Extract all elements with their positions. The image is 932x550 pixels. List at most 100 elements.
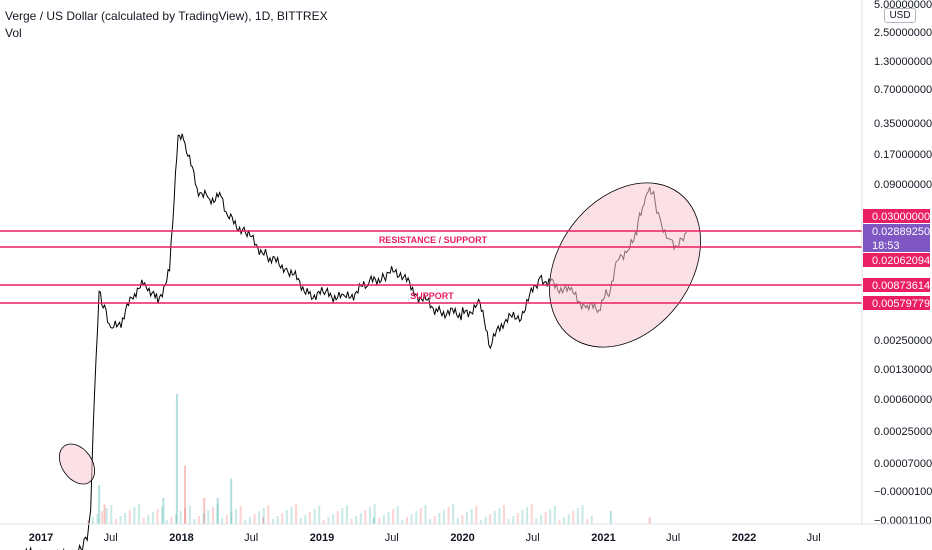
volume-bar [609,511,612,524]
volume-bar [479,520,482,524]
currency-unit-button[interactable]: USD [884,8,916,23]
volume-bar [387,512,390,524]
volume-bar [345,505,348,524]
volume-bar [544,512,547,524]
volume-bar [364,510,367,524]
volume-bar [248,517,251,524]
breakout-ellipse-2017 [58,443,96,485]
volume-bar [230,478,233,524]
volume-bar [512,516,515,524]
volume-bar [198,516,201,524]
volume-bar [382,515,385,524]
price-tag [863,224,930,252]
volume-bar [87,520,90,524]
volume-bar [447,507,450,524]
volume-bar [124,513,127,524]
volume-bar [119,516,122,524]
time-tick-label: 2019 [310,532,334,544]
price-tick-label: 0.00060000 [874,394,932,406]
volume-bar [216,504,219,524]
price-tick-label: 0.00130000 [874,364,932,376]
price-tag-label: 0.02062094 [872,255,930,267]
volume-bar [373,504,376,524]
time-tick-label: 2021 [591,532,615,544]
support-label: SUPPORT [410,291,454,301]
volume-bar [239,506,242,524]
volume-bar [262,508,265,524]
volume-bar [415,511,418,524]
volume-bar [276,516,279,524]
price-tick-label: −0.00001000 [874,486,932,498]
volume-bar [175,394,178,524]
volume-bar [539,515,542,524]
volume-bar [401,520,404,524]
price-tick-label: 2.50000000 [874,27,932,39]
volume-bar [304,515,307,524]
volume-bar [290,507,293,524]
volume-bar [313,509,316,524]
volume-bar [502,505,505,524]
volume-bar [590,516,593,524]
volume-bar [299,518,302,524]
volume-bar [98,485,101,524]
price-tag-label: 0.03000000 [872,211,930,223]
volume-bar [452,504,455,524]
price-tag [863,278,930,292]
time-tick-label: 2017 [29,532,53,544]
volume-bar [535,518,538,524]
volume-bar [216,498,219,524]
volume-bar [470,509,473,524]
volume-bar [553,506,556,524]
volume-bar [405,517,408,524]
volume-label: Vol [5,26,22,40]
volume-bar [419,508,422,524]
volume-bar [128,510,131,524]
volume-bar [442,510,445,524]
price-tag-label: 0.00579779 [872,298,930,310]
volume-bar [581,505,584,524]
volume-bar [318,506,321,524]
volume-bar [179,511,182,524]
volume-bar [567,514,570,524]
volume-bar [359,513,362,524]
volume-bars [87,394,651,524]
price-tick-label: 0.35000000 [874,118,932,130]
volume-bar [165,520,168,524]
volume-bar [438,513,441,524]
volume-bar [549,509,552,524]
volume-bar [429,519,432,524]
volume-bar [521,510,524,524]
volume-bar [244,520,247,524]
price-tick-label: 0.09000000 [874,179,932,191]
volume-bar [336,511,339,524]
volume-bar [648,517,651,524]
volume-bar [188,505,191,524]
volume-bar [262,517,265,524]
volume-bar [410,514,413,524]
highlight-ellipses [58,182,701,485]
volume-bar [341,508,344,524]
volume-bar [142,518,145,524]
volume-bar [235,509,238,524]
time-tick-label: Jul [666,532,680,544]
price-tick-label: 0.00025000 [874,426,932,438]
volume-bar [372,517,375,524]
volume-bar [489,514,492,524]
volume-bar [378,518,381,524]
volume-bar [322,520,325,524]
volume-bar [484,517,487,524]
volume-bar [576,508,579,524]
volume-bar [530,504,533,524]
volume-bar [110,505,113,524]
horizontal-levels: RESISTANCE / SUPPORT SUPPORT [0,230,862,304]
price-tick-label: 0.70000000 [874,84,932,96]
volume-bar [308,512,311,524]
time-tick-label: Jul [385,532,399,544]
price-axis: 5.00000000 2.50000000 1.30000000 0.70000000… [861,0,932,527]
volume-bar [138,504,141,524]
time-tick-label: Jul [244,532,258,544]
volume-bar [133,507,136,524]
volume-bar [466,512,469,524]
volume-bar [151,512,154,524]
